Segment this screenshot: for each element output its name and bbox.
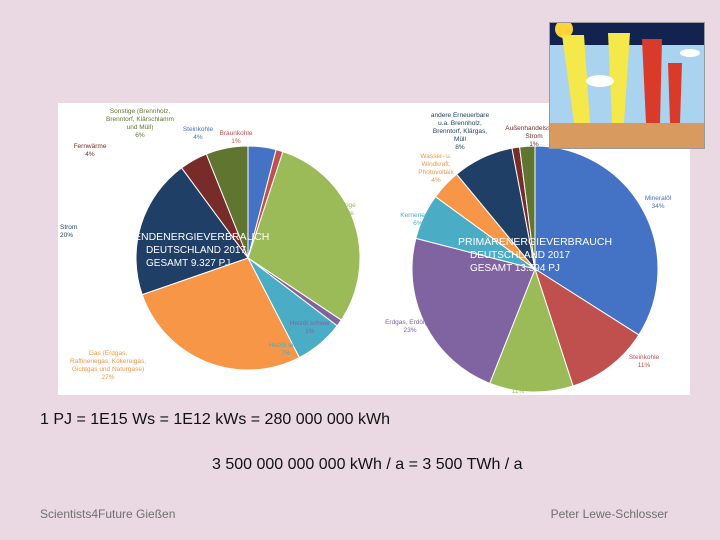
slice-label: Erdgas, Erdölgas 23% <box>385 319 436 334</box>
chart-title: PRIMÄRENERGIEVERBRAUCH DEUTSCHLAND 2017 GE… <box>458 236 612 274</box>
slice-label: Gas (Erdgas, Raffineriegas, Kokereigas, Gi… <box>70 350 146 381</box>
sun-icon <box>555 23 573 38</box>
slice-label: Strom 20% <box>60 224 77 239</box>
slice-label: Fernwärme 4% <box>74 143 107 158</box>
conversion-line-1: 1 PJ = 1E15 Ws = 1E12 kWs = 280 000 000 … <box>40 411 390 428</box>
chart-title: ENDENERGIEVERBRAUCH DEUTSCHLAND 2017 GESAM… <box>134 231 269 269</box>
slice-label: Steinkohle 11% <box>629 354 660 369</box>
pie-slice <box>247 150 361 321</box>
pie-charts: Steinkohle 4% Braunkohle 1% Kraftstoffe & üb… <box>60 108 672 395</box>
pie-slice <box>534 145 659 336</box>
energy-balance-diagram <box>549 22 705 149</box>
heat-beam-red <box>642 39 662 123</box>
heat-beam-red-small <box>668 63 682 123</box>
pie-slice <box>141 257 300 371</box>
slice-label: Kraftstoffe & übrige Mineralölprodukte 29% <box>300 202 356 225</box>
slice-label: andere Erneuerbare u.a. Brennholz, Brennto… <box>431 112 490 151</box>
slice-label: Wasser- u. Windkraft, Photovoltaik 4% <box>418 153 454 184</box>
conversion-line-2: 3 500 000 000 000 kWh / a = 3 500 TWh / … <box>212 456 523 473</box>
slice-label: Außenhandelssaldo Strom 1% <box>505 125 563 148</box>
pie-slice <box>205 145 249 259</box>
slice-label: Heizöl schwer 1% <box>290 320 331 335</box>
ground-band <box>550 123 704 148</box>
pie-slice <box>489 267 574 393</box>
slice-label: Kernenergie 6% <box>400 212 436 227</box>
pie-slice <box>534 267 640 387</box>
pie-slice <box>519 145 536 270</box>
footer-author: Peter Lewe-Schlosser <box>550 507 668 521</box>
footer-organization: Scientists4Future Gießen <box>40 507 176 521</box>
solar-beam-left <box>562 35 590 123</box>
cloud-icon-2 <box>680 49 700 57</box>
slice-label: Braunkohle 11% <box>502 380 535 395</box>
slice-label: Steinkohle 4% <box>183 126 214 141</box>
pie-slice <box>135 167 249 296</box>
slice-label: Mineralöl 34% <box>645 195 672 210</box>
solar-beam-center <box>608 33 630 123</box>
slice-label: Heizöl leicht 7% <box>268 342 303 357</box>
pie-slice <box>411 237 536 385</box>
cloud-icon <box>586 75 614 87</box>
slice-label: Braunkohle 1% <box>220 130 253 145</box>
slice-label: Sonstige (Brennholz, Brenntorf, Klärschla… <box>106 108 174 139</box>
